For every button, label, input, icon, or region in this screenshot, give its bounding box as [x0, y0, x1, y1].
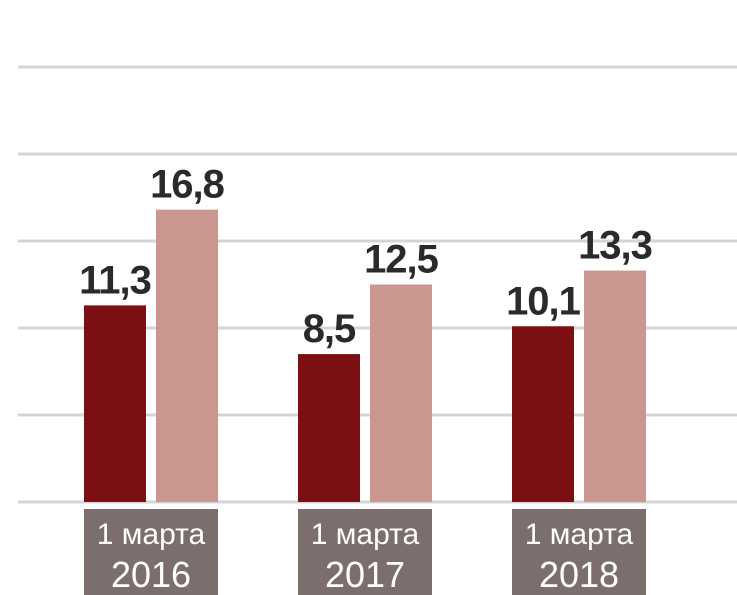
value-labels: 11,3 8,5 10,1 16,8 12,5 13,3 [79, 163, 653, 351]
category-label-box [84, 509, 218, 595]
value-label: 8,5 [303, 307, 356, 351]
category-label-date: 1 марта [311, 518, 420, 551]
bar-1-2 [298, 354, 360, 502]
bars [84, 209, 646, 502]
bar-2-3 [584, 270, 646, 502]
value-label: 10,1 [506, 279, 581, 323]
category-label-year: 2016 [111, 554, 191, 595]
bar-1-1 [84, 305, 146, 502]
bar-2-2 [370, 284, 432, 502]
category-label-box [298, 509, 432, 595]
category-label-box [512, 509, 646, 595]
category-label-date: 1 марта [97, 518, 206, 551]
bar-1-3 [512, 326, 574, 502]
value-label: 12,5 [364, 238, 439, 282]
value-label: 13,3 [578, 224, 652, 268]
value-label: 16,8 [150, 163, 225, 207]
bar-2-1 [156, 209, 218, 502]
category-label-date: 1 марта [525, 518, 634, 551]
category-label-year: 2017 [325, 554, 405, 595]
value-label: 11,3 [79, 258, 151, 302]
category-label-year: 2018 [539, 554, 619, 595]
